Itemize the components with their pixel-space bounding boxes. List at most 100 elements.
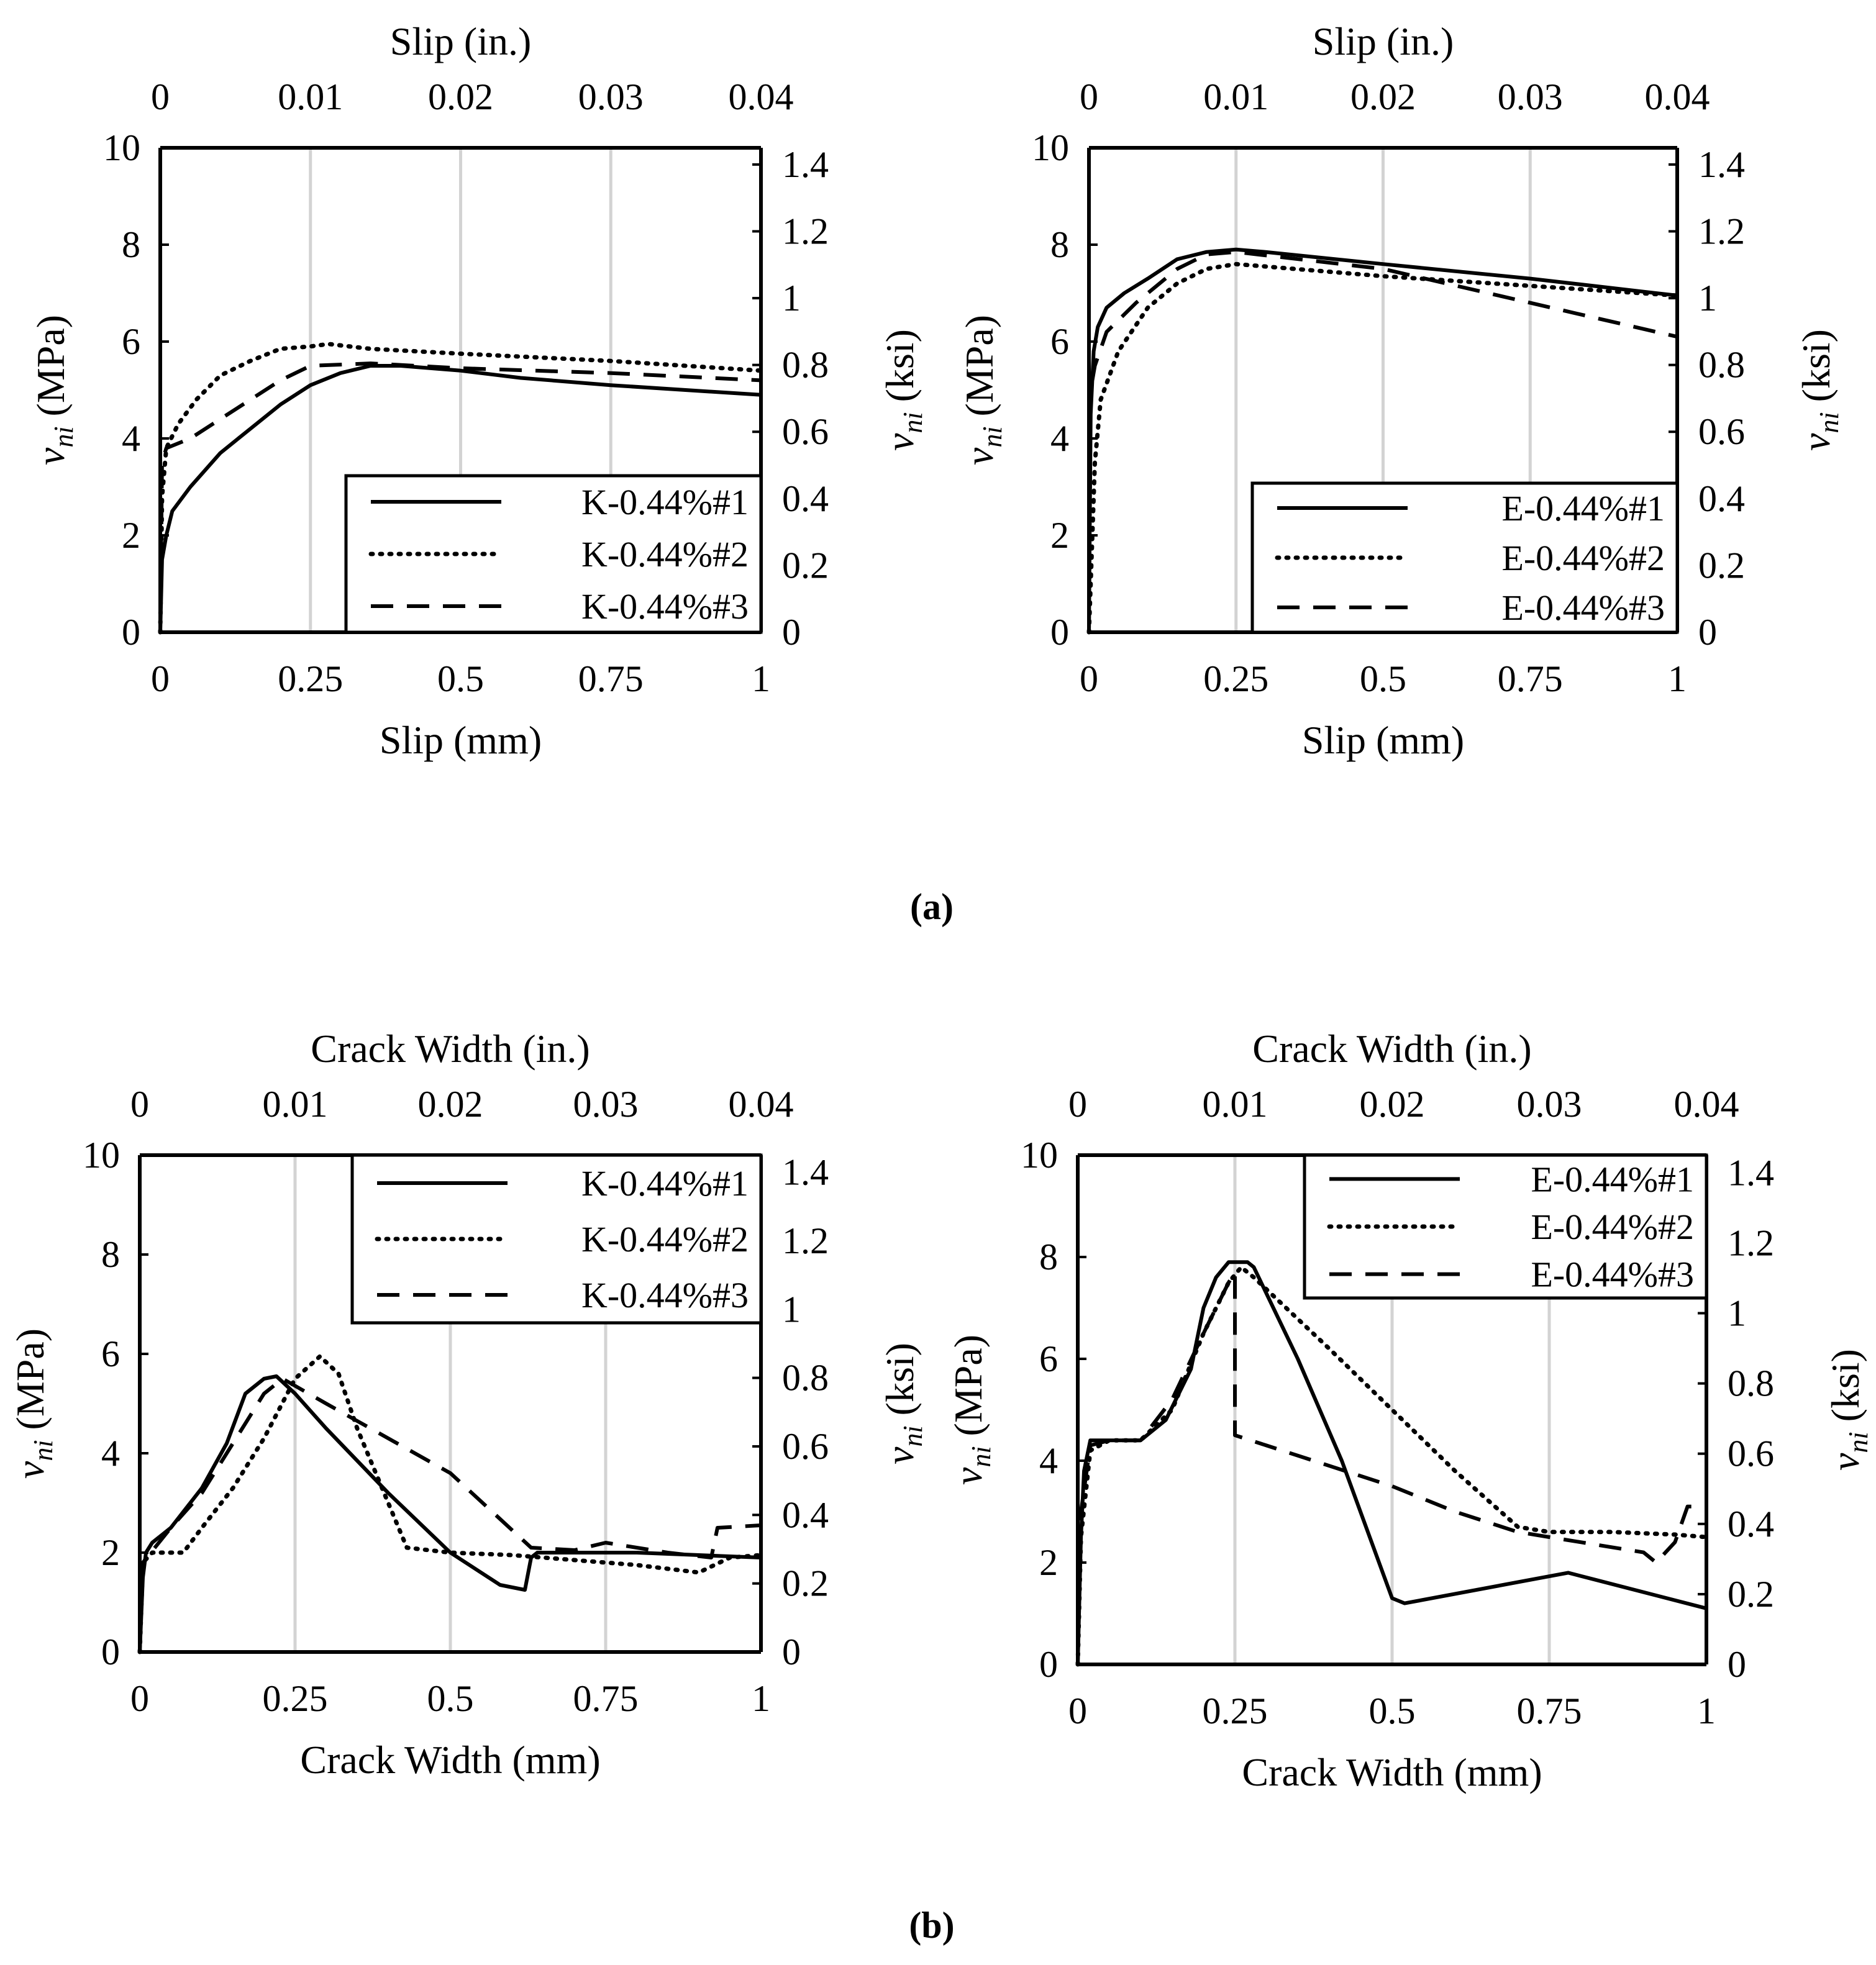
y2-tick-label: 0.8	[782, 345, 829, 386]
legend-label: E-0.44%#1	[1531, 1159, 1694, 1199]
y-tick-label: 0	[1039, 1644, 1058, 1685]
chart-a-right: 0 0.25 0.5 0.75 10 0.01 0.02 0.03 0.04024681000.…	[957, 19, 1844, 762]
caption-b: (b)	[909, 1905, 954, 1946]
x2-axis-title: Slip (in.)	[390, 19, 532, 63]
y-tick-label: 8	[1050, 224, 1069, 265]
x-tick-label: 0.75	[1498, 658, 1563, 699]
x2-tick-label: 0	[1068, 1084, 1087, 1125]
x-tick-label: 0	[130, 1678, 149, 1719]
y2-tick-label: 1	[782, 1289, 801, 1330]
x-tick-label: 0	[1080, 658, 1098, 699]
y-tick-label: 2	[101, 1532, 120, 1573]
x-tick-label: 0.25	[1203, 658, 1268, 699]
x2-tick-label: 0.04	[1674, 1084, 1739, 1125]
series-line-2	[158, 342, 763, 635]
x2-axis-title: Crack Width (in.)	[311, 1027, 590, 1071]
legend-label: E-0.44%#2	[1531, 1207, 1694, 1247]
series-line-2	[137, 1354, 763, 1654]
y2-axis-title: vni (ksi)	[1823, 1349, 1874, 1471]
y2-tick-label: 0.2	[782, 545, 829, 586]
y-tick-label: 2	[1039, 1542, 1058, 1583]
x-axis-title: Crack Width (mm)	[1242, 1750, 1542, 1794]
chart-a-left: 0 0.25 0.5 0.75 10 0.01 0.02 0.03 0.04024681000.…	[29, 19, 928, 762]
y2-tick-label: 1	[782, 278, 801, 319]
x2-tick-label: 0.01	[263, 1084, 328, 1125]
x2-tick-label: 0.03	[1498, 76, 1563, 117]
y-tick-label: 2	[1050, 515, 1069, 556]
legend-label: E-0.44%#3	[1531, 1255, 1694, 1295]
y-tick-label: 10	[103, 127, 140, 168]
x-tick-label: 1	[752, 658, 770, 699]
x-tick-label: 0.5	[427, 1678, 474, 1719]
legend: K-0.44%#1 K-0.44%#2 K-0.44%#3	[350, 1153, 763, 1325]
x2-tick-label: 0.02	[1350, 76, 1416, 117]
y2-tick-label: 1.2	[782, 211, 829, 252]
y-tick-label: 4	[122, 418, 140, 459]
series-line-3	[1087, 250, 1678, 633]
x-tick-label: 1	[1697, 1690, 1716, 1731]
x2-tick-label: 0.03	[578, 76, 644, 117]
y2-axis-title: vni (ksi)	[878, 1343, 928, 1464]
y2-tick-label: 0.8	[1728, 1363, 1774, 1404]
series-line-1	[1087, 247, 1678, 633]
y-axis-title: vni (MPa)	[946, 1335, 996, 1485]
y2-tick-label: 0.6	[782, 1426, 829, 1467]
y2-tick-label: 0	[1728, 1644, 1746, 1685]
y-tick-label: 4	[1050, 418, 1069, 459]
y-tick-label: 10	[1021, 1135, 1058, 1176]
legend-label: K-0.44%#3	[581, 1275, 749, 1315]
y2-tick-label: 0.2	[782, 1563, 829, 1604]
y2-axis-title: vni (ksi)	[878, 329, 928, 451]
x2-tick-label: 0.03	[573, 1084, 639, 1125]
y-tick-label: 8	[1039, 1237, 1058, 1277]
y-tick-label: 10	[1032, 127, 1069, 168]
y2-tick-label: 0.4	[782, 1494, 829, 1535]
y2-tick-label: 0.6	[1728, 1433, 1774, 1474]
y-tick-label: 6	[122, 321, 140, 362]
y-tick-label: 0	[122, 612, 140, 653]
series-line-3	[1076, 1270, 1706, 1665]
x-tick-label: 0.5	[1369, 1690, 1416, 1731]
legend-label: E-0.44%#1	[1501, 488, 1665, 529]
y2-tick-label: 0.4	[1728, 1504, 1774, 1545]
x2-tick-label: 0	[151, 76, 170, 117]
y2-tick-label: 0.2	[1728, 1574, 1774, 1615]
x-tick-label: 0.25	[263, 1678, 328, 1719]
y2-tick-label: 0	[782, 612, 801, 653]
chart-b-right: 0 0.25 0.5 0.75 10 0.01 0.02 0.03 0.04024681000.…	[946, 1027, 1874, 1794]
legend-label: K-0.44%#1	[581, 482, 749, 522]
x2-tick-label: 0.02	[428, 76, 493, 117]
y2-tick-label: 0.6	[782, 411, 829, 452]
legend: E-0.44%#1 E-0.44%#2 E-0.44%#3	[1250, 481, 1679, 634]
series-line-1	[138, 1374, 762, 1653]
x2-tick-label: 0	[130, 1084, 149, 1125]
y2-tick-label: 1	[1698, 278, 1717, 319]
x2-tick-label: 0.04	[729, 76, 794, 117]
y-tick-label: 0	[1050, 612, 1069, 653]
x-tick-label: 0.75	[1517, 1690, 1582, 1731]
x-tick-label: 1	[1668, 658, 1687, 699]
y2-tick-label: 0	[1698, 612, 1717, 653]
x2-axis-title: Crack Width (in.)	[1252, 1027, 1531, 1071]
series-line-1	[1076, 1260, 1707, 1665]
y2-tick-label: 0.4	[782, 478, 829, 519]
x2-tick-label: 0.04	[1645, 76, 1710, 117]
y2-tick-label: 1.4	[1728, 1152, 1774, 1193]
x2-tick-label: 0.01	[1203, 76, 1268, 117]
y-tick-label: 6	[1039, 1338, 1058, 1379]
y-tick-label: 4	[1039, 1440, 1058, 1481]
legend-label: K-0.44%#1	[581, 1163, 749, 1204]
y-tick-label: 8	[101, 1234, 120, 1275]
legend: K-0.44%#1 K-0.44%#2 K-0.44%#3	[344, 474, 763, 634]
legend-label: K-0.44%#2	[581, 534, 749, 574]
y-tick-label: 10	[83, 1135, 120, 1176]
x2-tick-label: 0.03	[1517, 1084, 1582, 1125]
y-tick-label: 6	[101, 1333, 120, 1374]
legend: E-0.44%#1 E-0.44%#2 E-0.44%#3	[1303, 1153, 1708, 1300]
x-axis-title: Slip (mm)	[1302, 718, 1464, 762]
x-axis-title: Crack Width (mm)	[300, 1738, 600, 1782]
chart-b-left: 0 0.25 0.5 0.75 10 0.01 0.02 0.03 0.04024681000.…	[8, 1027, 928, 1782]
y2-tick-label: 1	[1728, 1292, 1746, 1333]
y2-tick-label: 0.2	[1698, 545, 1745, 586]
